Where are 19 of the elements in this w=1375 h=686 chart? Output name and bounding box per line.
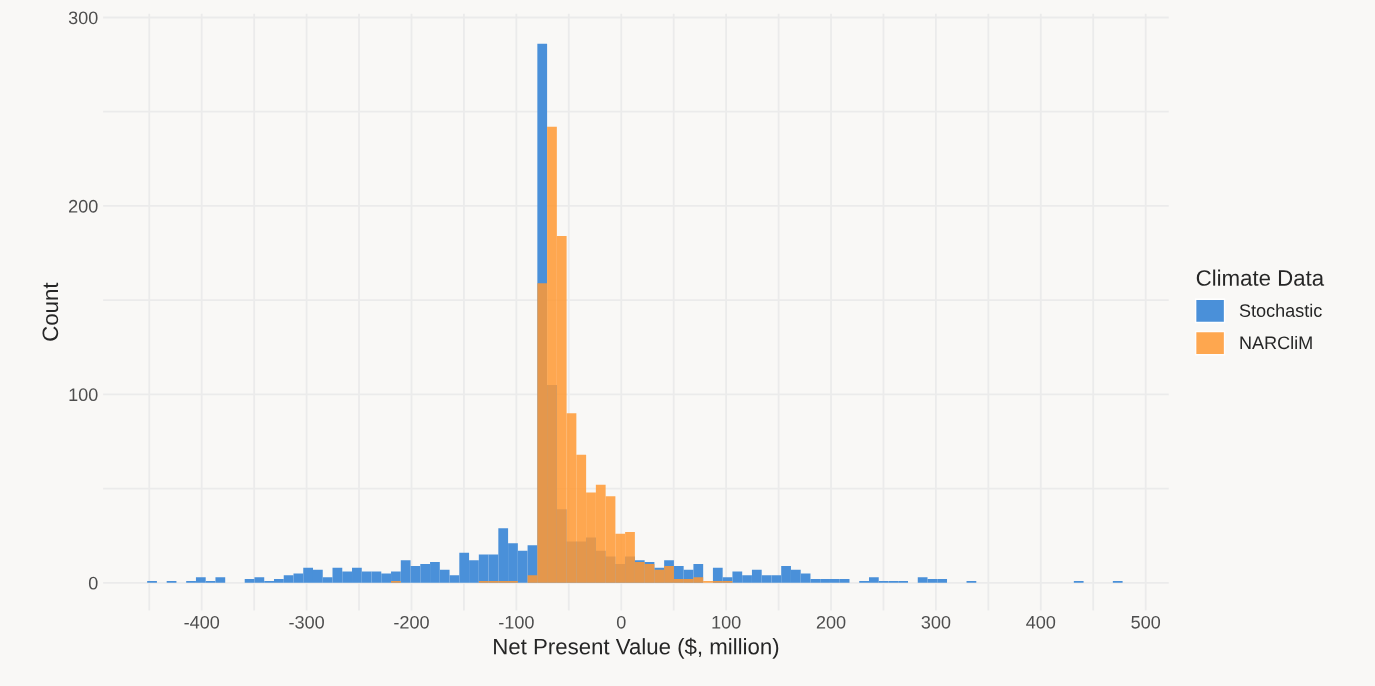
x-tick-label: -300 (289, 615, 324, 629)
x-tick-label: 300 (921, 615, 951, 629)
x-tick-label: 500 (1131, 615, 1161, 629)
x-tick-label: 100 (712, 615, 741, 629)
x-tick-label: 0 (616, 615, 626, 629)
y-axis-title: Count (42, 282, 59, 341)
legend-label: NARCliM (1240, 335, 1312, 350)
x-tick-label: 200 (816, 615, 846, 629)
y-tick-label: 300 (68, 11, 98, 25)
x-tick-label: 400 (1026, 615, 1056, 629)
y-tick-label: 200 (69, 199, 98, 213)
y-tick-label: 100 (69, 388, 98, 402)
x-tick-label: -400 (184, 615, 220, 629)
x-tick-label: -200 (394, 615, 429, 629)
legend-title: Climate Data (1196, 269, 1325, 286)
y-tick-label: 0 (88, 576, 98, 590)
x-axis-title: Net Present Value ($, million) (494, 637, 779, 659)
x-tick-label: -100 (499, 615, 534, 629)
legend-label: Stochastic (1239, 303, 1322, 317)
